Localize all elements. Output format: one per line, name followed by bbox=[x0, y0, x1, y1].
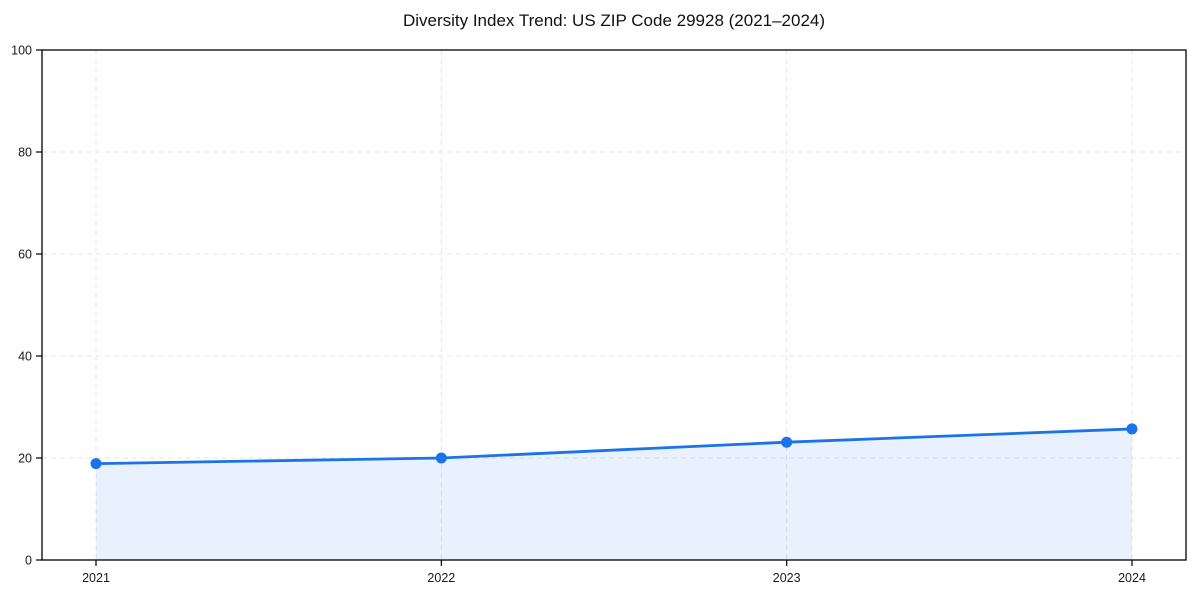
x-tick-label: 2023 bbox=[773, 571, 801, 585]
x-tick-label: 2022 bbox=[427, 571, 455, 585]
area-fill bbox=[96, 428, 1132, 560]
chart-title: Diversity Index Trend: US ZIP Code 29928… bbox=[402, 11, 826, 30]
x-tick-label: 2024 bbox=[1118, 571, 1146, 585]
x-tick-label: 2021 bbox=[82, 571, 110, 585]
y-tick-label: 60 bbox=[18, 248, 32, 262]
plot-frame bbox=[41, 49, 1187, 561]
y-tick-label: 100 bbox=[11, 44, 32, 58]
data-point bbox=[781, 436, 793, 448]
data-point bbox=[1126, 423, 1138, 435]
data-point bbox=[435, 452, 447, 464]
y-tick-label: 0 bbox=[25, 554, 32, 568]
trend-line bbox=[94, 427, 1134, 466]
y-tick-label: 20 bbox=[18, 452, 32, 466]
y-tick-label: 80 bbox=[18, 146, 32, 160]
y-tick-label: 40 bbox=[18, 350, 32, 364]
data-point bbox=[90, 458, 102, 470]
